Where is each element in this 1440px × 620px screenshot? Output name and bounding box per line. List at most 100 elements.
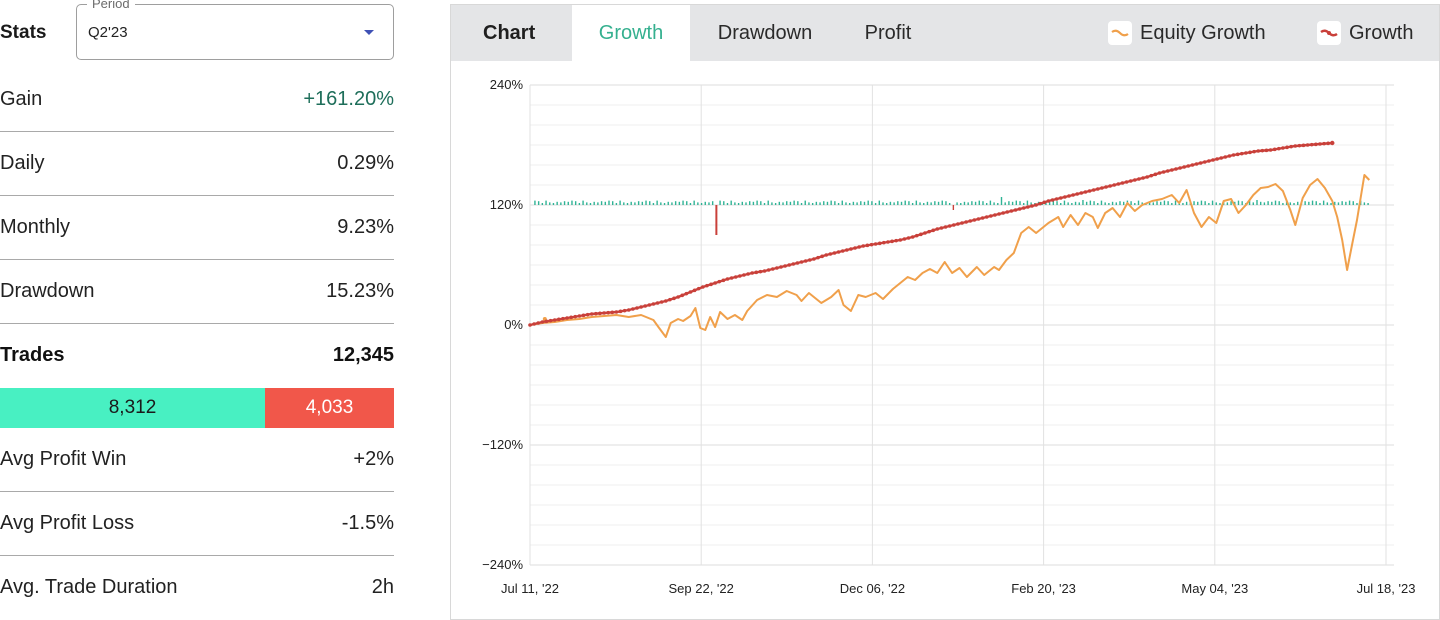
growth-point (643, 304, 647, 308)
growth-point (692, 288, 697, 293)
growth-point (684, 291, 689, 296)
growth-point (1104, 185, 1108, 189)
growth-point (663, 299, 668, 303)
growth-point (1071, 193, 1075, 197)
growth-point (1231, 153, 1236, 157)
growth-point (1297, 143, 1302, 148)
growth-point (779, 265, 783, 269)
growth-point (729, 276, 734, 280)
tab-drawdown[interactable]: Drawdown (717, 22, 813, 44)
growth-point (548, 318, 553, 323)
y-tick-label: 120% (490, 197, 524, 212)
growth-point (836, 250, 841, 254)
growth-point (919, 232, 923, 237)
growth-point (536, 321, 541, 325)
growth-point (943, 225, 948, 229)
growth-point (1207, 159, 1211, 163)
stat-row-drawdown: Drawdown 15.23% (0, 260, 394, 324)
growth-point (766, 268, 771, 272)
growth-point (631, 307, 635, 311)
growth-point (828, 252, 833, 256)
growth-point (1219, 156, 1223, 160)
growth-point (980, 216, 985, 220)
growth-point (1116, 182, 1121, 186)
stats-title: Stats (0, 22, 47, 43)
stat-label: Trades (0, 344, 65, 366)
growth-point (1285, 145, 1289, 150)
growth-point (816, 255, 820, 260)
growth-point (688, 290, 693, 294)
growth-point (972, 218, 977, 222)
growth-point (618, 309, 623, 314)
growth-point (1157, 171, 1162, 175)
caret-down-icon[interactable] (364, 30, 374, 35)
growth-point (1277, 146, 1281, 151)
growth-point (939, 226, 944, 230)
growth-point (754, 270, 759, 275)
growth-point (750, 271, 754, 275)
growth-point (1112, 183, 1117, 187)
stat-value: -1.5% (341, 512, 394, 534)
growth-point (1198, 161, 1203, 165)
growth-point (1009, 209, 1014, 213)
tab-profit[interactable]: Profit (864, 22, 912, 44)
growth-point (1149, 173, 1154, 178)
growth-point (877, 241, 882, 246)
legend-growth[interactable]: Growth (1317, 19, 1413, 47)
wins-count: 8,312 (0, 388, 265, 428)
growth-point (1314, 142, 1318, 147)
growth-point (1301, 143, 1306, 148)
growth-point (1067, 194, 1071, 198)
growth-point (544, 319, 549, 324)
x-tick-label: Sep 22, '22 (669, 581, 734, 596)
growth-point (626, 308, 631, 312)
growth-point (898, 238, 903, 242)
period-select[interactable]: Period Q2'23 (76, 0, 394, 60)
stat-row-monthly: Monthly 9.23% (0, 196, 394, 260)
tab-growth[interactable]: Growth (572, 5, 690, 61)
growth-point (528, 323, 532, 327)
equity-line-icon (1108, 21, 1132, 45)
growth-point (1046, 199, 1051, 203)
growth-point (976, 217, 981, 221)
growth-point (914, 233, 919, 238)
y-tick-label: 0% (504, 317, 523, 332)
growth-point (1091, 188, 1096, 192)
stat-value: 12,345 (332, 344, 394, 366)
growth-point (927, 229, 931, 234)
growth-point (853, 246, 857, 250)
growth-point (1038, 201, 1042, 206)
growth-point (861, 244, 866, 248)
growth-point (906, 236, 911, 240)
growth-point (820, 254, 824, 259)
equity-growth-line (529, 174, 1371, 338)
growth-point (532, 322, 536, 326)
growth-point (717, 279, 722, 284)
growth-point (968, 219, 973, 223)
stat-label: Avg. Trade Duration (0, 576, 178, 598)
growth-point (1058, 196, 1063, 200)
growth-point (676, 295, 680, 299)
growth-point (1034, 203, 1038, 207)
growth-point (1054, 197, 1059, 201)
growth-point (931, 228, 935, 233)
growth-point (569, 315, 573, 320)
growth-point (1330, 140, 1335, 146)
stat-label: Gain (0, 88, 43, 110)
growth-point (1108, 184, 1112, 188)
growth-point (1083, 190, 1088, 194)
growth-point (622, 308, 627, 313)
growth-point (1182, 165, 1186, 169)
y-axis: 240% 120% 0% −120% −240% (482, 77, 523, 572)
stat-value: 15.23% (326, 280, 394, 302)
growth-point (1133, 178, 1137, 182)
growth-point (577, 314, 582, 318)
growth-point (803, 259, 808, 263)
stat-value: 0.29% (337, 152, 394, 174)
growth-chart: 240% 120% 0% −120% −240% Jul 11, '22 Sep 22, … (482, 77, 1415, 596)
growth-point (602, 311, 606, 315)
growth-point (1075, 192, 1079, 196)
growth-point (1128, 179, 1133, 183)
growth-point (840, 249, 845, 253)
legend-equity-growth[interactable]: Equity Growth (1108, 19, 1266, 47)
